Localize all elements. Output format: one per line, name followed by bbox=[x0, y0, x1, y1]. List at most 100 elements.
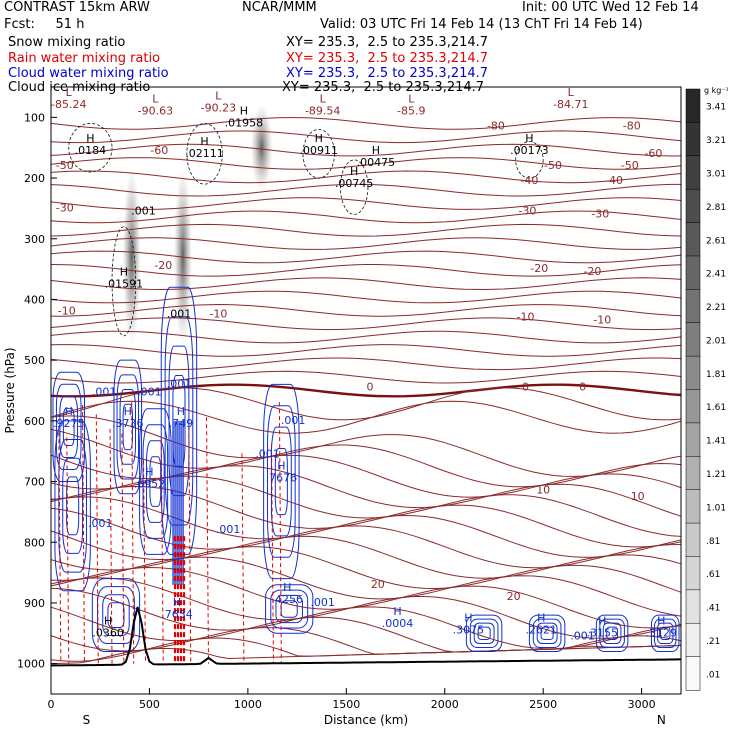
extremum-value: .9275 bbox=[53, 417, 85, 430]
isotherm-line bbox=[50, 454, 682, 498]
y-tick-label: 200 bbox=[24, 172, 45, 185]
isotherm-label: 10 bbox=[631, 490, 645, 503]
isotherm-label: -80 bbox=[487, 119, 505, 132]
colorbar-bin bbox=[685, 422, 701, 458]
x-tick-label: 2000 bbox=[431, 698, 459, 711]
y-tick-label: 500 bbox=[24, 354, 45, 367]
colorbar-bin bbox=[685, 255, 701, 291]
extremum-value: .2621 bbox=[525, 623, 557, 636]
isotherm-line bbox=[50, 644, 682, 665]
extremum-kind: L bbox=[320, 92, 327, 105]
rain-water-contour bbox=[241, 453, 245, 664]
colorbar-bin bbox=[685, 188, 701, 224]
extremum-value: .3736 bbox=[112, 417, 144, 430]
chart-title: CONTRAST 15km ARW bbox=[4, 0, 150, 15]
terrain-line bbox=[50, 606, 681, 667]
x-axis-title: Distance (km) bbox=[324, 713, 408, 727]
isotherm-label: -60 bbox=[150, 144, 168, 157]
rain-water-contour bbox=[143, 460, 146, 664]
cloud-water-contour bbox=[265, 584, 314, 634]
cloud-water-contour bbox=[595, 614, 629, 653]
extremum-kind: H bbox=[277, 460, 285, 473]
cloud-water-contour bbox=[122, 403, 133, 451]
isotherm-line bbox=[50, 556, 682, 617]
isotherm-line bbox=[50, 277, 682, 291]
extremum-kind: H bbox=[315, 132, 323, 145]
colorbar-bin bbox=[685, 622, 701, 658]
isotherm-line bbox=[50, 317, 682, 331]
rain-water-contour bbox=[188, 426, 192, 664]
cloud-water-label: .001 bbox=[216, 523, 241, 536]
rain-water-contour bbox=[131, 402, 135, 664]
isotherm-line bbox=[50, 530, 682, 579]
colorbar-tick-label: 3.21 bbox=[706, 136, 726, 146]
colorbar-tick-label: 1.81 bbox=[706, 370, 726, 380]
y-tick-label: 1000 bbox=[17, 658, 45, 671]
extremum-kind: H bbox=[464, 611, 472, 624]
cloud-water-contour bbox=[113, 359, 143, 495]
isotherm-line bbox=[50, 606, 682, 653]
colorbar-tick-label: .61 bbox=[706, 570, 720, 580]
cloud-water-label: .001 bbox=[167, 377, 192, 390]
isotherm-line bbox=[50, 370, 682, 384]
colorbar-bin bbox=[685, 88, 701, 124]
cloud-water-contour bbox=[657, 622, 674, 644]
cloud-water-contour bbox=[606, 626, 618, 640]
cloud-water-contour bbox=[139, 408, 172, 555]
extremum-kind: H bbox=[350, 165, 358, 178]
colorbar-unit: g kg⁻¹ bbox=[704, 86, 729, 95]
colorbar-tick-label: .01 bbox=[706, 670, 720, 680]
isotherm-line bbox=[50, 117, 682, 130]
extremum-kind: H bbox=[124, 405, 132, 418]
cloud-water-contour bbox=[142, 424, 169, 539]
colorbar-tick-label: 2.41 bbox=[706, 270, 726, 280]
extremum-kind: H bbox=[525, 132, 533, 145]
extremum-value: .3155 bbox=[587, 626, 619, 639]
isotherm-line bbox=[50, 290, 682, 304]
cloud-water-contour bbox=[119, 389, 136, 465]
extremum-kind: H bbox=[65, 405, 73, 418]
colorbar-tick-label: 1.01 bbox=[706, 503, 726, 513]
cloud-water-contour bbox=[536, 622, 558, 644]
extremum-kind: H bbox=[145, 466, 153, 479]
isotherm-label: -30 bbox=[56, 201, 74, 214]
cloud-water-contour bbox=[102, 594, 130, 636]
isotherm-line bbox=[50, 465, 682, 517]
terrain-profile bbox=[50, 606, 681, 667]
extremum-kind: L bbox=[152, 92, 159, 105]
isotherm-label: 20 bbox=[371, 578, 385, 591]
isotherm-label: -30 bbox=[591, 208, 609, 221]
field-xy-snow: XY= 235.3, 2.5 to 235.3,214.7 bbox=[286, 35, 489, 50]
cloud-water-contour bbox=[116, 374, 140, 480]
colorbar-bin bbox=[685, 489, 701, 524]
cloud-water-contour bbox=[58, 439, 87, 573]
y-tick-label: 100 bbox=[24, 111, 45, 124]
extremum-value: .00173 bbox=[510, 144, 549, 157]
colorbar-bin bbox=[685, 322, 701, 357]
extremum-value: -85.24 bbox=[51, 98, 86, 111]
colorbar-tick-label: 1.21 bbox=[706, 470, 726, 480]
rain-water-contour bbox=[82, 404, 85, 664]
isotherm-line bbox=[50, 170, 682, 184]
isotherm-line bbox=[50, 387, 682, 421]
x-tick-label: 1500 bbox=[332, 698, 360, 711]
isotherm-label: -30 bbox=[518, 204, 536, 217]
isotherm-line bbox=[50, 143, 682, 157]
isotherm-line bbox=[50, 197, 682, 210]
cloud-water-contour bbox=[274, 448, 288, 516]
extremum-value: .7676 bbox=[266, 472, 298, 485]
extremum-kind: H bbox=[598, 614, 606, 627]
extremum-kind: H bbox=[283, 581, 291, 594]
isotherm-label: -10 bbox=[593, 314, 611, 327]
cloud-water-contour bbox=[540, 626, 554, 640]
extremum-kind: L bbox=[408, 92, 415, 105]
x-tick-label: 3000 bbox=[628, 698, 656, 711]
extremum-value: .3075 bbox=[453, 623, 485, 636]
isotherm-line bbox=[50, 303, 682, 317]
cloud-water-contour bbox=[263, 383, 300, 580]
y-tick-label: 300 bbox=[24, 233, 45, 246]
extremum-value: .00911 bbox=[300, 144, 339, 157]
extremum-value: .0184 bbox=[75, 144, 107, 157]
cloud-water-contour bbox=[599, 618, 625, 649]
